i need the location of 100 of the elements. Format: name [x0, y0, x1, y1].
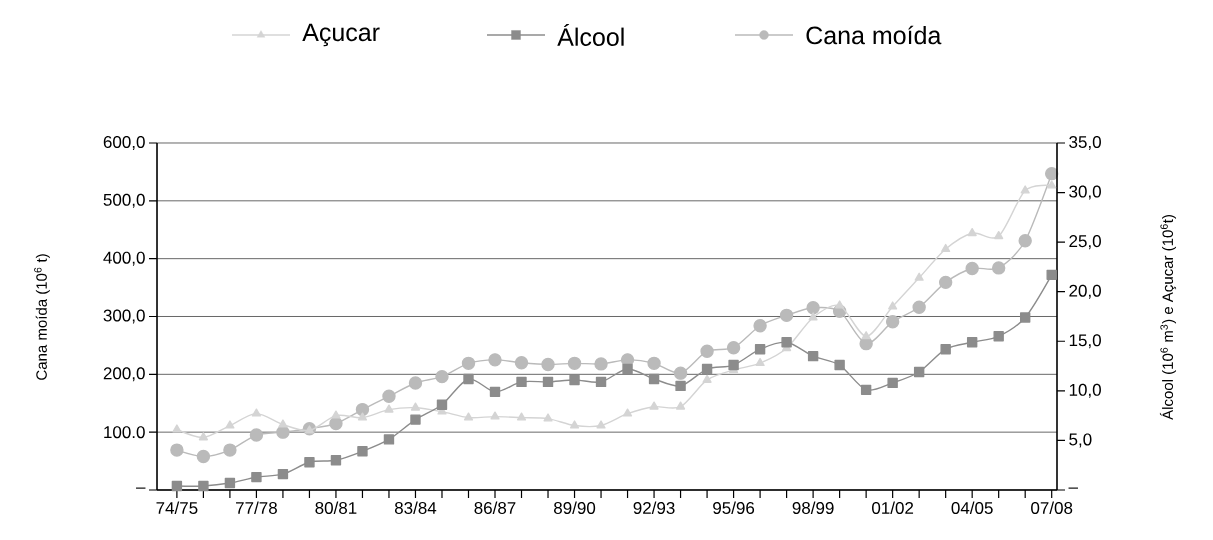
point: [198, 432, 208, 441]
point: [994, 230, 1004, 240]
point: [594, 357, 608, 371]
point: [172, 424, 182, 433]
point: [755, 357, 765, 367]
point: [1020, 185, 1030, 194]
point: [967, 228, 977, 237]
point: [808, 312, 818, 321]
point: [490, 411, 500, 420]
y2-tick-label: –: [1068, 487, 1078, 489]
point: [622, 408, 633, 417]
y2-tick-label: 15,0: [1069, 334, 1101, 349]
point: [330, 455, 342, 466]
point: [807, 350, 819, 362]
point: [277, 468, 289, 480]
point: [463, 373, 474, 385]
point: [251, 471, 262, 483]
point: [410, 402, 421, 411]
point: [806, 301, 820, 315]
x-tick-label: 74/75: [156, 501, 198, 515]
y2-tick-label: 25,0: [1069, 235, 1101, 250]
point: [701, 363, 713, 375]
point: [887, 377, 898, 389]
x-tick-label: 83/84: [394, 501, 437, 515]
y2-tick-label: 20,0: [1069, 284, 1101, 299]
point: [223, 443, 237, 457]
point: [488, 353, 502, 367]
point: [649, 401, 659, 410]
point: [489, 386, 501, 398]
point: [383, 434, 395, 445]
point: [516, 412, 527, 421]
point: [567, 356, 582, 371]
point: [834, 359, 845, 371]
x-tick-label: 01/02: [872, 501, 914, 515]
point: [700, 344, 714, 358]
point: [595, 376, 607, 388]
x-tick-label: 04/05: [951, 501, 993, 515]
y2-tick-label: 30,0: [1069, 185, 1101, 200]
point: [198, 480, 209, 492]
point: [912, 300, 926, 314]
point: [938, 275, 953, 290]
y2-tick-label: 5,0: [1069, 433, 1092, 448]
point: [463, 412, 474, 421]
point: [357, 446, 368, 457]
point: [1046, 269, 1057, 281]
y2-tick-label: 10,0: [1069, 383, 1101, 398]
point: [410, 414, 421, 425]
point: [860, 384, 872, 396]
point: [1019, 312, 1031, 323]
point: [913, 366, 925, 378]
point: [596, 420, 606, 429]
point: [965, 261, 979, 276]
point: [516, 376, 527, 388]
point: [514, 356, 529, 370]
point: [225, 420, 235, 429]
x-tick-label: 86/87: [474, 501, 516, 515]
point: [647, 356, 661, 371]
point: [543, 413, 553, 422]
point: [331, 410, 341, 419]
point: [779, 308, 794, 323]
y2-axis-title: Álcool (10$^{6}$ m$^{3}$) e Açucar (10$^{6}$t): [1159, 215, 1177, 420]
point: [249, 428, 264, 442]
y-tick-label: 100.0: [104, 426, 145, 439]
point: [355, 402, 370, 417]
point: [754, 344, 766, 355]
point: [1018, 234, 1032, 248]
point: [673, 366, 688, 380]
legend-label: Cana moída: [806, 25, 942, 45]
point: [914, 272, 924, 281]
point: [542, 376, 554, 388]
point: [675, 380, 686, 392]
point: [171, 480, 183, 492]
x-tick-label: 89/90: [554, 501, 596, 515]
point: [726, 341, 741, 355]
x-tick-label: 98/99: [792, 501, 834, 515]
point: [728, 359, 739, 371]
point: [861, 331, 871, 340]
x-tick-label: 95/96: [713, 501, 755, 515]
point: [224, 477, 236, 489]
point: [888, 301, 898, 310]
y-tick-label: 200,0: [103, 367, 145, 382]
point: [966, 337, 978, 348]
point: [569, 420, 580, 429]
point: [251, 408, 262, 417]
point: [622, 363, 633, 375]
y-tick-label: 500,0: [103, 193, 145, 208]
x-tick-label: 77/78: [236, 501, 277, 515]
y-tick-label: 300,0: [103, 309, 145, 324]
point: [940, 344, 951, 355]
point: [781, 337, 792, 348]
point: [941, 243, 951, 253]
point: [357, 412, 368, 421]
x-tick-label: 07/08: [1031, 501, 1073, 515]
y2-tick-label: 35,0: [1069, 135, 1101, 151]
legend-label: Açucar: [302, 23, 380, 47]
point: [408, 376, 423, 390]
point: [702, 374, 712, 383]
y-axis-title: Cana moída (10$^{6}$ t): [34, 254, 50, 380]
point: [991, 261, 1006, 275]
x-tick-label: 92/93: [633, 501, 675, 515]
